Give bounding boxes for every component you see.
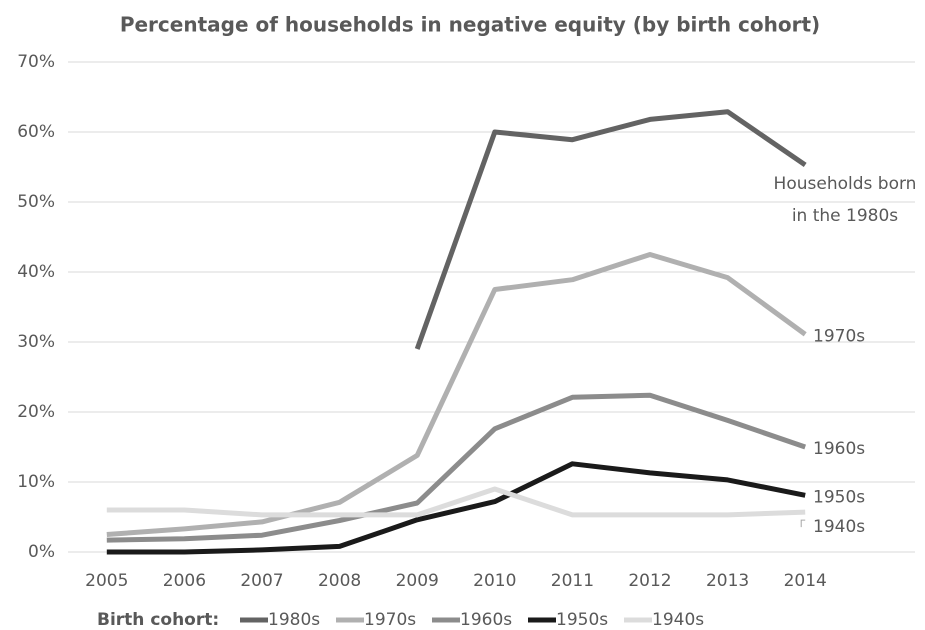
series-label: 1960s	[813, 439, 865, 459]
series-label: in the 1980s	[792, 206, 898, 226]
series-line	[106, 486, 806, 518]
series-label: Households born	[774, 174, 917, 194]
series-line	[106, 461, 806, 555]
x-tick-label: 2014	[784, 571, 827, 591]
x-tick-label: 2012	[628, 571, 671, 591]
y-tick-label: 20%	[17, 402, 55, 422]
series-label: 1950s	[813, 487, 865, 507]
leader-line	[800, 519, 806, 528]
x-tick-label: 2013	[706, 571, 749, 591]
x-tick-label: 2009	[396, 571, 439, 591]
y-tick-label: 0%	[28, 542, 55, 562]
x-tick-label: 2010	[473, 571, 516, 591]
x-tick-label: 2007	[240, 571, 283, 591]
y-tick-label: 40%	[17, 262, 55, 282]
legend-title: Birth cohort:	[97, 610, 219, 630]
legend-label: 1970s	[364, 610, 416, 630]
series-line	[414, 109, 807, 350]
x-tick-label: 2011	[551, 571, 594, 591]
series-label: 1940s	[813, 517, 865, 537]
y-tick-label: 70%	[17, 52, 55, 72]
legend-label: 1940s	[652, 610, 704, 630]
x-tick-label: 2006	[163, 571, 206, 591]
y-tick-label: 10%	[17, 472, 55, 492]
x-tick-label: 2005	[85, 571, 128, 591]
chart-title: Percentage of households in negative equ…	[120, 13, 820, 37]
series-line	[106, 392, 807, 543]
y-tick-label: 50%	[17, 192, 55, 212]
legend-label: 1950s	[556, 610, 608, 630]
x-tick-label: 2008	[318, 571, 361, 591]
series-label: 1970s	[813, 326, 865, 346]
series-line	[106, 252, 807, 537]
legend-label: 1980s	[268, 610, 320, 630]
y-tick-label: 30%	[17, 332, 55, 352]
legend-label: 1960s	[460, 610, 512, 630]
y-tick-label: 60%	[17, 122, 55, 142]
